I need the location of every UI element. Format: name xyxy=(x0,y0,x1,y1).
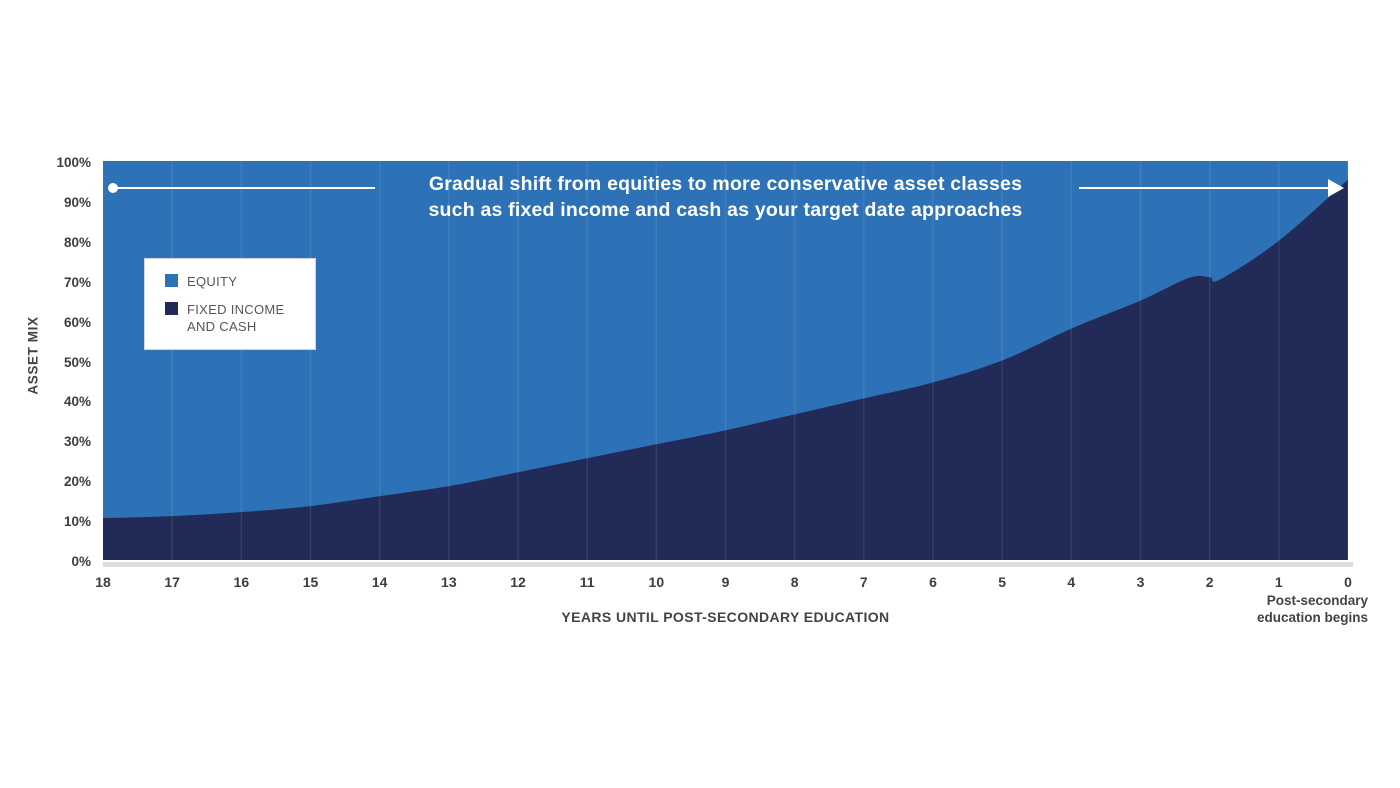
x-tick-label: 10 xyxy=(648,574,665,590)
x-tick-label: 0 xyxy=(1344,574,1352,590)
x-tick-label: 17 xyxy=(164,574,180,590)
y-tick-label: 0% xyxy=(71,554,91,569)
y-tick-label: 30% xyxy=(63,434,91,450)
x-axis-title: YEARS UNTIL POST-SECONDARY EDUCATION xyxy=(561,609,890,625)
x-tick-label: 3 xyxy=(1136,574,1145,590)
x-tick-label: 9 xyxy=(721,574,730,590)
equity-swatch-icon xyxy=(165,274,178,287)
y-tick-label: 90% xyxy=(63,194,91,210)
x-tick-label: 1 xyxy=(1274,574,1283,590)
x-tick-label: 14 xyxy=(371,574,388,590)
x-axis-note-line-1: Post-secondary xyxy=(1266,593,1368,608)
x-tick-label: 12 xyxy=(510,574,526,590)
annotation-line-2: such as fixed income and cash as your ta… xyxy=(428,199,1023,221)
fixed-income-swatch-icon xyxy=(165,302,178,315)
annotation-text: Gradual shift from equities to more cons… xyxy=(103,171,1348,223)
annotation-right-line xyxy=(1079,187,1330,189)
y-tick-label: 50% xyxy=(63,354,91,370)
x-tick-label: 2 xyxy=(1205,574,1214,590)
annotation-right-arrow-icon xyxy=(1328,179,1344,197)
x-axis-baseline xyxy=(103,562,1353,567)
legend-item-equity: EQUITY xyxy=(165,273,315,290)
x-tick-label: 4 xyxy=(1067,574,1076,590)
x-tick-label: 11 xyxy=(579,574,595,590)
legend: EQUITY FIXED INCOME AND CASH xyxy=(144,258,316,350)
y-tick-label: 60% xyxy=(63,314,91,330)
y-tick-label: 10% xyxy=(63,514,91,530)
x-tick-label: 6 xyxy=(929,574,937,590)
x-tick-label: 5 xyxy=(998,574,1007,590)
x-axis-note-line-2: education begins xyxy=(1256,610,1368,625)
y-tick-label: 20% xyxy=(63,474,91,490)
y-tick-label: 80% xyxy=(63,234,91,250)
legend-label-fixed-income: FIXED INCOME AND CASH xyxy=(187,302,285,334)
x-tick-label: 13 xyxy=(441,574,457,590)
x-axis-note: Post-secondary education begins xyxy=(1148,592,1368,626)
x-tick-label: 15 xyxy=(302,574,319,590)
legend-item-fixed-income: FIXED INCOME AND CASH xyxy=(165,301,315,335)
x-tick-label: 8 xyxy=(790,574,799,590)
legend-label-equity: EQUITY xyxy=(187,274,238,289)
x-tick-label: 16 xyxy=(233,574,250,590)
plot-area xyxy=(103,161,1348,560)
annotation-left-line xyxy=(113,187,375,189)
x-tick-label: 18 xyxy=(95,574,111,590)
annotation-line-1: Gradual shift from equities to more cons… xyxy=(428,173,1023,195)
y-tick-label: 40% xyxy=(63,394,91,410)
x-tick-label: 7 xyxy=(859,574,868,590)
y-tick-label: 100% xyxy=(56,155,91,170)
y-tick-label: 70% xyxy=(63,274,91,290)
